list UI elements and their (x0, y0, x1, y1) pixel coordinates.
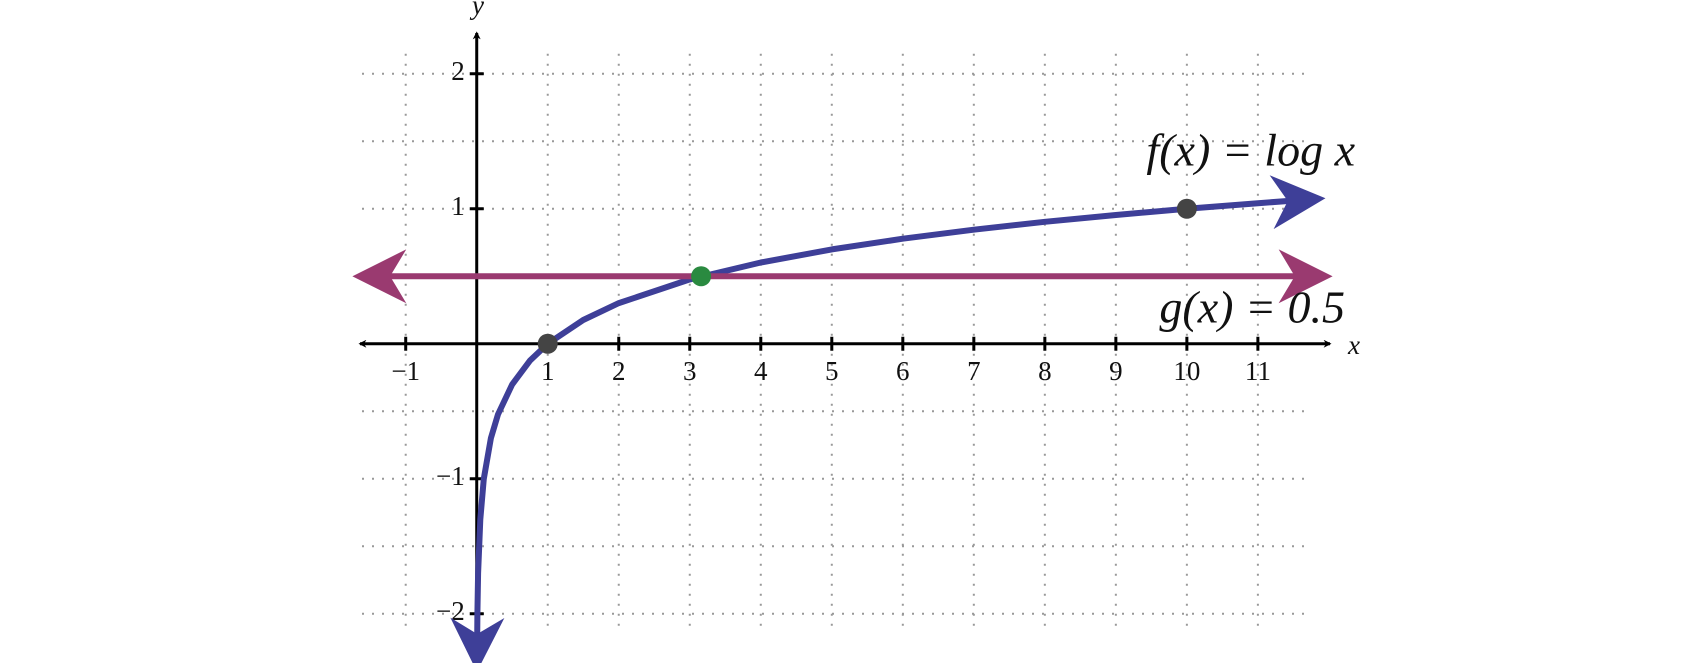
x-tick-label: 4 (754, 356, 768, 386)
x-tick-label: 11 (1245, 356, 1271, 386)
y-axis-label: y (469, 0, 484, 20)
point (1176, 198, 1197, 219)
x-tick-label: 2 (612, 356, 626, 386)
x-tick-label: 5 (825, 356, 839, 386)
x-tick-label: 10 (1173, 356, 1200, 386)
x-tick-label: 6 (896, 356, 910, 386)
series-label: g(x) = 0.5 (1159, 282, 1345, 333)
x-tick-label: 9 (1109, 356, 1123, 386)
x-tick-label: 1 (541, 356, 555, 386)
y-tick-label: 2 (451, 56, 465, 86)
y-tick-label: −1 (436, 461, 465, 491)
point (537, 333, 558, 354)
y-tick-label: −2 (436, 596, 465, 626)
x-tick-label: 3 (683, 356, 697, 386)
y-tick-label: 1 (451, 191, 465, 221)
series-label: f(x) = log x (1146, 125, 1355, 176)
x-tick-label: −1 (391, 356, 420, 386)
series-line (450, 175, 1326, 663)
point (691, 266, 712, 287)
x-tick-label: 7 (967, 356, 981, 386)
x-tick-label: 8 (1038, 356, 1052, 386)
x-axis-label: x (1347, 330, 1360, 360)
